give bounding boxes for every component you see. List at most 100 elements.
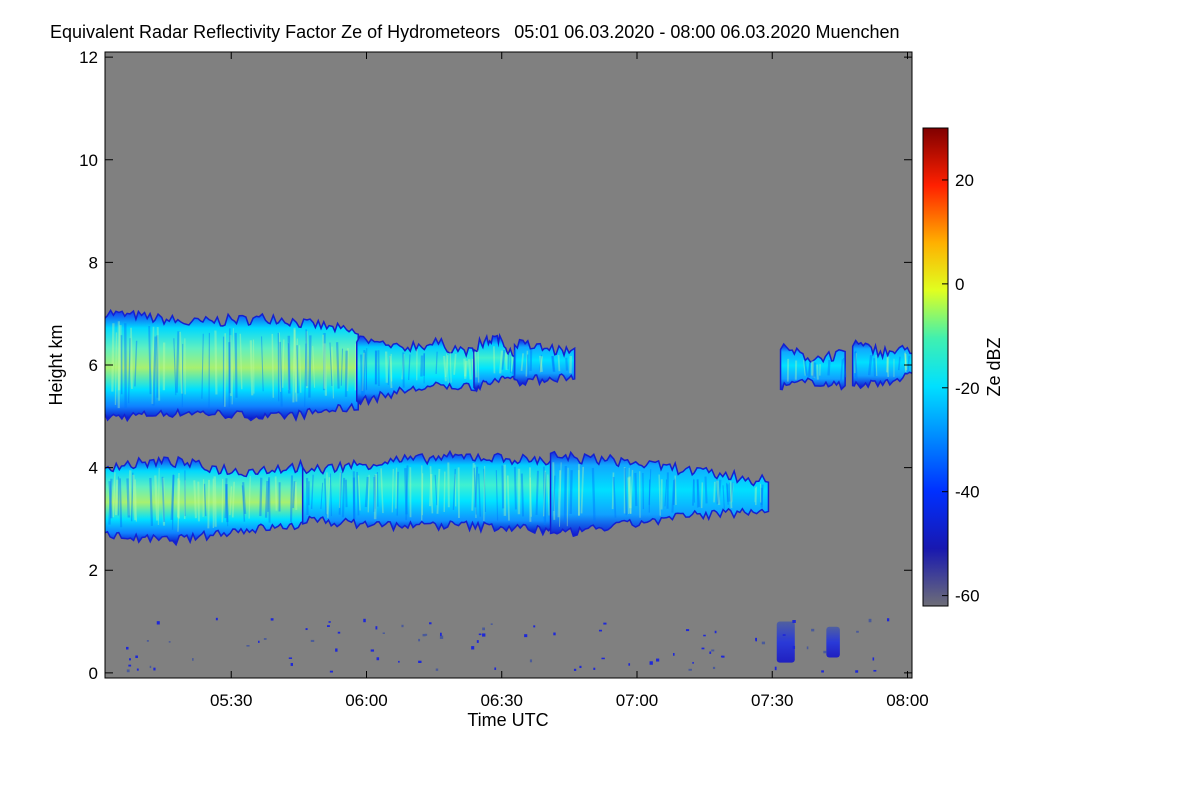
fall-streak — [483, 468, 487, 512]
fall-streak — [473, 351, 478, 378]
fall-streak — [507, 353, 510, 370]
fall-streak — [464, 360, 468, 379]
fall-streak — [391, 468, 394, 513]
noise-speckle — [327, 625, 330, 627]
noise-speckle — [288, 657, 293, 659]
fall-streak — [292, 481, 296, 509]
x-tick-label: 05:30 — [210, 691, 253, 710]
fall-streak — [854, 351, 858, 381]
fall-streak — [294, 338, 298, 393]
fall-streak — [467, 359, 472, 380]
fall-streak — [130, 327, 133, 389]
y-tick-label: 10 — [79, 151, 98, 170]
noise-speckle — [310, 639, 315, 642]
fall-streak — [904, 352, 907, 371]
fall-streak — [225, 484, 229, 527]
noise-speckle — [603, 622, 607, 625]
fall-streak — [278, 341, 283, 407]
fall-streak — [225, 483, 229, 523]
fall-streak — [755, 486, 758, 506]
noise-speckle — [246, 645, 250, 647]
colorbar-tick-label: 0 — [955, 275, 964, 294]
cloud-layer — [105, 458, 304, 544]
noise-speckle — [703, 634, 706, 637]
fall-streak — [388, 355, 393, 389]
noise-speckle — [435, 668, 439, 671]
fall-streak — [477, 473, 481, 517]
noise-speckle — [868, 618, 872, 623]
fall-streak — [108, 478, 113, 525]
fall-streak — [520, 473, 525, 517]
fall-streak — [447, 462, 450, 508]
fall-streak — [356, 471, 360, 516]
noise-speckle — [418, 638, 421, 642]
x-tick-label: 06:00 — [345, 691, 388, 710]
noise-speckle — [579, 665, 582, 669]
fall-streak — [543, 466, 546, 526]
fall-streak — [293, 329, 298, 402]
fall-streak — [362, 350, 366, 395]
fall-streak — [539, 356, 544, 373]
fall-streak — [445, 355, 449, 378]
noise-speckle — [335, 648, 338, 652]
fall-streak — [264, 480, 269, 518]
fall-streak — [501, 465, 505, 509]
fall-streak — [628, 476, 632, 514]
noise-speckle — [712, 666, 716, 670]
noise-speckle — [135, 655, 138, 659]
fall-streak — [360, 354, 364, 396]
fall-streak — [197, 481, 200, 522]
fall-streak — [504, 352, 508, 371]
fall-streak — [278, 332, 282, 392]
fall-streak — [162, 477, 166, 526]
fall-streak — [327, 477, 331, 518]
fall-streak — [171, 474, 175, 530]
ground-echo — [776, 621, 795, 663]
fall-streak — [134, 479, 138, 522]
noise-speckle — [156, 621, 160, 625]
noise-speckle — [126, 669, 130, 673]
fall-streak — [664, 479, 668, 507]
fall-streak — [506, 475, 510, 521]
noise-speckle — [482, 633, 486, 637]
fall-streak — [268, 477, 271, 523]
noise-speckle — [701, 647, 705, 650]
fall-streak — [627, 477, 632, 509]
fall-streak — [807, 362, 811, 378]
fall-streak — [811, 360, 815, 379]
fall-streak — [473, 467, 477, 515]
fall-streak — [157, 467, 160, 525]
noise-speckle — [685, 629, 690, 632]
fall-streak — [535, 470, 539, 515]
fall-streak — [305, 331, 309, 388]
fall-streak — [526, 354, 529, 377]
fall-streak — [308, 335, 312, 398]
noise-speckle — [593, 667, 596, 670]
noise-speckle — [329, 670, 334, 673]
fall-streak — [331, 346, 335, 399]
colorbar-tick-label: -40 — [955, 483, 980, 502]
fall-streak — [221, 478, 224, 523]
x-tick-label: 06:30 — [480, 691, 523, 710]
fall-streak — [454, 474, 457, 507]
fall-streak — [201, 333, 204, 399]
fall-streak — [446, 353, 449, 384]
fall-streak — [341, 477, 346, 518]
noise-speckle — [263, 638, 267, 640]
y-tick-label: 4 — [89, 459, 98, 478]
fall-streak — [760, 484, 764, 505]
fall-streak — [624, 467, 628, 516]
noise-speckle — [672, 653, 675, 656]
fall-streak — [214, 330, 218, 395]
fall-streak — [558, 462, 562, 527]
fall-streak — [717, 479, 722, 504]
fall-streak — [364, 351, 368, 390]
fall-streak — [557, 354, 561, 372]
fall-streak — [542, 470, 546, 517]
fall-streak — [434, 474, 438, 506]
fall-streak — [344, 479, 348, 508]
noise-speckle — [146, 640, 149, 642]
fall-streak — [248, 476, 251, 519]
fall-streak — [449, 350, 452, 383]
noise-speckle — [792, 645, 796, 649]
